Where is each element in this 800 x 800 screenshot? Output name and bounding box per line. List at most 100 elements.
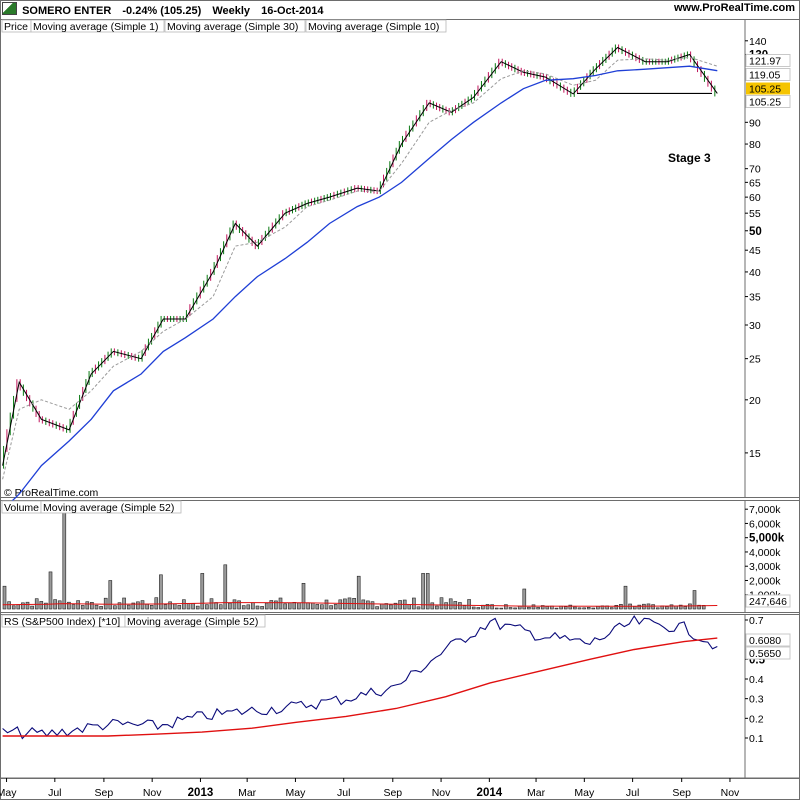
- price-tick-label: 15: [749, 448, 761, 460]
- legend-rs-ma-box: [124, 614, 266, 628]
- volume-bar: [669, 604, 674, 610]
- volume-bar: [586, 606, 591, 610]
- volume-bar: [485, 604, 490, 610]
- volume-bar: [471, 606, 476, 610]
- price-line: [2, 46, 718, 466]
- volume-bar: [329, 605, 333, 610]
- volume-bar: [430, 602, 435, 610]
- volume-bar: [651, 604, 655, 610]
- copyright: © ProRealTime.com: [4, 487, 99, 499]
- volume-bar: [228, 602, 232, 610]
- volume-tick-label: 2,000k: [749, 575, 781, 587]
- volume-bar: [278, 597, 283, 610]
- x-tick-label: May: [574, 787, 595, 799]
- volume-bar: [513, 607, 517, 610]
- volume-bar: [131, 602, 136, 610]
- symbol-name: SOMERO ENTER: [22, 5, 112, 17]
- volume-bar: [283, 603, 287, 610]
- price-tick-label: 20: [749, 395, 761, 407]
- volume-bar: [159, 574, 163, 610]
- price-value-box: [745, 95, 791, 108]
- volume-bar: [476, 607, 481, 610]
- volume-bar: [494, 607, 499, 610]
- price-tick-label: 80: [749, 139, 761, 151]
- x-tick-label: Mar: [527, 787, 546, 799]
- legend-sma10: Moving average (Simple 10): [308, 21, 439, 33]
- volume-bar: [168, 601, 172, 610]
- volume-bar: [412, 597, 416, 610]
- x-tick-label: Nov: [432, 787, 451, 799]
- volume-bar: [665, 606, 669, 610]
- volume-bar: [692, 590, 697, 610]
- legend-volume-ma-box: [40, 500, 182, 514]
- x-tick-label: Jul: [337, 787, 350, 799]
- volume-bar: [16, 604, 21, 610]
- legend-sma10-box: [305, 19, 447, 33]
- volume-bar: [103, 597, 108, 610]
- legend-sma1: Moving average (Simple 1): [33, 21, 158, 33]
- volume-bar: [140, 600, 145, 610]
- volume-bar: [522, 588, 527, 610]
- volume-bar: [34, 598, 39, 610]
- volume-bar: [274, 600, 278, 610]
- volume-bar: [637, 604, 642, 610]
- volume-bar: [149, 604, 154, 610]
- legend-volume-ma: Moving average (Simple 52): [43, 502, 174, 514]
- volume-bar: [688, 603, 692, 610]
- rs-ma-line: [2, 637, 718, 737]
- volume-bar: [458, 602, 462, 610]
- price-tick-label: 40: [749, 267, 761, 279]
- volume-bar: [182, 599, 186, 610]
- volume-bar: [338, 599, 343, 610]
- volume-bar: [393, 602, 398, 610]
- volume-bar: [540, 605, 545, 610]
- legend-sma1-box: [30, 19, 165, 33]
- price-value-label: 105.25: [749, 84, 781, 96]
- volume-bar: [439, 597, 444, 610]
- volume-tick-label: 6,000k: [749, 518, 781, 530]
- volume-bar: [444, 602, 448, 610]
- volume-bar: [563, 606, 568, 610]
- volume-bar: [200, 573, 205, 610]
- x-tick-label: Sep: [95, 787, 114, 799]
- volume-bar: [301, 582, 306, 610]
- volume-bar: [44, 602, 48, 610]
- x-tick-label: Sep: [383, 787, 402, 799]
- x-tick-label: May: [0, 787, 17, 799]
- volume-panel-frame: [0, 500, 800, 613]
- volume-bar: [577, 607, 582, 610]
- volume-bar: [145, 603, 149, 610]
- volume-bar: [297, 602, 301, 610]
- volume-bar: [306, 602, 310, 610]
- rs-tick-label: 0.1: [749, 733, 764, 745]
- price-tick-label: 50: [749, 226, 762, 238]
- volume-bar: [655, 607, 660, 610]
- volume-bar: [504, 604, 508, 610]
- volume-bar: [191, 603, 195, 610]
- volume-bar: [448, 598, 453, 610]
- volume-bar: [435, 605, 439, 610]
- price-value-label: 121.97: [749, 56, 781, 68]
- volume-bar: [609, 607, 614, 610]
- rs-line: [2, 614, 718, 740]
- volume-bar: [407, 604, 412, 610]
- volume-tick-label: 5,000k: [749, 533, 785, 545]
- volume-ma-value: 247,646: [749, 596, 787, 608]
- volume-bar: [48, 571, 53, 610]
- volume-bar: [108, 580, 113, 610]
- volume-bar: [117, 602, 122, 610]
- volume-bar: [683, 606, 688, 610]
- volume-bar: [57, 600, 62, 610]
- rs-ma-value: 0.6080: [749, 635, 781, 647]
- volume-bar: [416, 606, 421, 610]
- price-tick-label: 60: [749, 192, 761, 204]
- volume-bar: [531, 604, 536, 610]
- rs-panel-frame: [0, 614, 800, 779]
- volume-bar: [389, 604, 393, 610]
- volume-bar: [62, 501, 67, 610]
- volume-bar: [136, 601, 140, 610]
- volume-bar: [223, 564, 228, 610]
- volume-tick-label: 4,000k: [749, 547, 781, 559]
- rs-tick-label: 0.2: [749, 713, 764, 725]
